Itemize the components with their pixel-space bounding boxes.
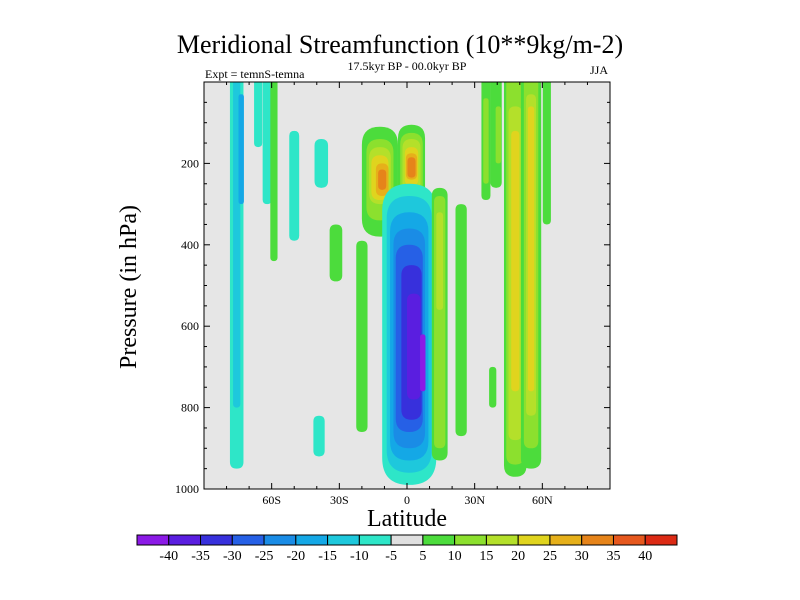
- contour-region: [270, 82, 278, 262]
- colorbar-box: [612, 534, 646, 546]
- contour-region: [289, 130, 300, 241]
- experiment-label: Expt = temnS-temna: [205, 67, 305, 81]
- plot-area: [203, 81, 611, 490]
- x-tick-label: 30N: [464, 493, 485, 507]
- y-tick-label: 200: [181, 156, 199, 170]
- contour-region: [254, 82, 263, 148]
- colorbar-label: 35: [606, 549, 620, 564]
- colorbar-box: [390, 534, 424, 546]
- colorbar-box: [517, 534, 551, 546]
- colorbar-box: [422, 534, 456, 546]
- y-tick-label: 1000: [175, 482, 199, 496]
- colorbar-label: 20: [511, 549, 525, 564]
- colorbar-box: [358, 534, 392, 546]
- colorbar-label: -40: [159, 549, 178, 564]
- contour-region: [314, 138, 329, 188]
- x-axis: 60S 30S 0 30N 60N: [226, 82, 588, 507]
- y-axis-title: Pressure (in hPa): [116, 205, 142, 369]
- colorbar-label: -15: [318, 549, 337, 564]
- contour-region: [356, 240, 368, 433]
- colorbar-box: [581, 534, 614, 546]
- colorbar-label: 40: [638, 549, 652, 564]
- colorbar-label: -35: [191, 549, 210, 564]
- colorbar-label: 10: [448, 549, 462, 564]
- contour-region: [527, 106, 535, 392]
- colorbar-box: [327, 534, 360, 546]
- y-tick-label: 800: [181, 401, 199, 415]
- x-axis-title: Latitude: [367, 506, 447, 532]
- colorbar-box: [549, 534, 583, 546]
- contour-region: [511, 130, 520, 392]
- colorbar: -40 -35 -30 -25 -20 -15 -10 -5 5 10 15 20 25 30 35 40: [136, 534, 678, 564]
- period-label: 17.5kyr BP - 00.0kyr BP: [348, 59, 467, 73]
- contour-region: [420, 334, 426, 392]
- colorbar-label: 15: [479, 549, 493, 564]
- colorbar-box: [231, 534, 265, 546]
- contour-region: [407, 157, 416, 178]
- season-label: JJA: [590, 63, 608, 77]
- y-tick-label: 600: [181, 319, 199, 333]
- contour-region: [436, 212, 444, 310]
- chart-title: Meridional Streamfunction (10**9kg/m-2): [177, 30, 623, 59]
- contour-region: [495, 106, 502, 164]
- colorbar-label: -25: [255, 549, 274, 564]
- colorbar-label: -20: [286, 549, 305, 564]
- colorbar-label: -10: [350, 549, 369, 564]
- contour-region: [329, 224, 343, 282]
- colorbar-box: [263, 534, 297, 546]
- colorbar-box: [136, 534, 170, 546]
- x-tick-label: 60N: [532, 493, 553, 507]
- colorbar-label: 25: [543, 549, 557, 564]
- contour-region: [542, 82, 551, 225]
- colorbar-box: [485, 534, 519, 546]
- contour-region: [483, 98, 489, 184]
- contour-region: [378, 169, 387, 190]
- contour-region: [313, 415, 325, 457]
- x-tick-label: 60S: [262, 493, 281, 507]
- contour-region: [489, 366, 497, 408]
- contour-region: [238, 94, 244, 205]
- colorbar-box: [644, 534, 678, 546]
- colorbar-label: 5: [419, 549, 426, 564]
- colorbar-label: 30: [575, 549, 589, 564]
- colorbar-label: -5: [385, 549, 397, 564]
- contour-region: [262, 82, 272, 205]
- contour-region: [455, 204, 467, 437]
- colorbar-box: [295, 534, 329, 546]
- colorbar-box: [454, 534, 487, 546]
- y-tick-label: 400: [181, 238, 199, 252]
- x-tick-label: 0: [404, 493, 410, 507]
- x-tick-label: 30S: [330, 493, 349, 507]
- colorbar-box: [200, 534, 233, 546]
- colorbar-box: [168, 534, 202, 546]
- y-axis: 200 400 600 800 1000: [175, 101, 610, 496]
- contour-region: [407, 293, 421, 400]
- colorbar-label: -30: [223, 549, 242, 564]
